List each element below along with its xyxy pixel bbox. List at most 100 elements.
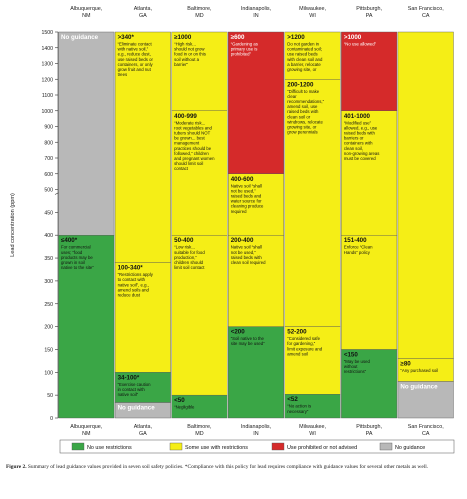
band-note: Native soil “shall <box>231 245 262 250</box>
city-header-bottom: Baltimore,MD <box>187 424 212 437</box>
city-state: NM <box>82 13 91 19</box>
city-state: GA <box>139 431 147 437</box>
band-note: primary use is <box>231 47 258 52</box>
city-state: PA <box>366 13 373 19</box>
band-note: non-growing areas <box>344 151 380 156</box>
band-head: ≤400* <box>61 237 78 244</box>
band-note: amend soil <box>287 351 308 356</box>
city-header-top: Baltimore,MD <box>187 6 212 19</box>
band-note: limit soil contact <box>174 265 205 270</box>
legend-label: Use prohibited or not advised <box>287 445 357 451</box>
band-head: >1000 <box>344 34 362 41</box>
city-state: CA <box>422 431 430 437</box>
city-header-bottom: Indianapolis,IN <box>241 424 272 437</box>
y-tick-label: 100 <box>44 370 53 376</box>
band-note: recommendations,” <box>287 99 324 104</box>
band-note: required <box>231 209 247 214</box>
band-note: be grown... best <box>174 136 205 141</box>
band-note: barriers or <box>344 136 364 141</box>
band-note: without <box>344 364 358 369</box>
band-note: barrier” <box>174 62 188 67</box>
band-some <box>228 173 284 236</box>
band-note: allowed, e.g., use <box>344 125 378 130</box>
band-prohibited <box>341 31 398 111</box>
band-note: “High risk... <box>174 42 196 47</box>
city-column: <50“Negligible 50-400“Low risk...suitable… <box>171 31 228 419</box>
band-note: tubers should NOT <box>174 130 210 135</box>
band-note: “Eliminate contact <box>118 42 153 47</box>
band-head: ≥600 <box>231 34 245 41</box>
band-note: raised beds and <box>231 193 262 198</box>
band-some <box>284 31 341 80</box>
band-note: containers with <box>344 141 373 146</box>
y-tick-label: 50 <box>47 393 53 399</box>
figure-caption: Figure 2. Summary of lead guidance value… <box>6 464 461 470</box>
band-note: amend soil, use <box>287 104 318 109</box>
city-header-top: Pittsburgh,PA <box>356 6 382 19</box>
y-tick-label: 700 <box>44 156 53 162</box>
band-head: 400-600 <box>231 176 254 183</box>
y-axis: 0 50 100 150 200 250 300 350 400 450 500 600 700 800 9… <box>41 30 60 422</box>
band-note: food in or on this <box>174 52 206 57</box>
city-header-top: Indianapolis,IN <box>241 6 272 19</box>
band-none <box>58 234 115 419</box>
band-head: <200 <box>231 329 245 336</box>
band-note: growing site, or <box>287 67 317 72</box>
band-note: restrictions” <box>344 369 367 374</box>
city-name: Albuquerque, <box>70 6 103 12</box>
band-note: site may be used” <box>231 341 265 346</box>
band-note: “Gardening as <box>231 42 258 47</box>
city-state: MD <box>195 431 203 437</box>
band-note: Do not garden in <box>287 42 319 47</box>
band-note: “May be used <box>344 359 371 364</box>
city-state: MD <box>195 13 203 19</box>
band-head: 200-1200 <box>287 81 314 88</box>
band-note: Native soil “shall <box>231 183 262 188</box>
band-note: Hands” policy <box>344 250 371 255</box>
y-tick-label: 150 <box>44 347 53 353</box>
band-note: root vegetables and <box>174 125 212 130</box>
y-tick-label: 1000 <box>41 109 53 115</box>
band-none <box>228 326 284 419</box>
band-some <box>284 79 341 327</box>
city-header-top: Milwaukee,WI <box>299 6 326 19</box>
band-note: clear <box>287 94 297 99</box>
band-some <box>114 31 171 263</box>
city-header-bottom: Pittsburgh,PA <box>356 424 382 437</box>
band-head: 100-340* <box>118 265 144 272</box>
city-name: San Francisco, <box>408 6 444 12</box>
band-head: ≥1000 <box>174 34 192 41</box>
band-head: 52-200 <box>287 329 307 336</box>
band-some <box>228 234 284 327</box>
legend-swatch <box>271 442 285 451</box>
band-head: No guidance <box>61 34 99 41</box>
band-note: products may be <box>61 255 93 260</box>
city-header-bottom: Albuquerque,NM <box>70 424 103 437</box>
band-note: in contact with <box>118 387 146 392</box>
band-some <box>341 110 398 236</box>
band-note: “Modified use” <box>344 120 372 125</box>
y-tick-label: 350 <box>44 256 53 262</box>
legend-swatch <box>379 442 393 451</box>
y-tick-label: 0 <box>50 416 53 422</box>
band-note: grow perennials <box>287 130 317 135</box>
band-note: uses; “food <box>61 250 83 255</box>
city-header-bottom: Atlanta,GA <box>134 424 153 437</box>
y-tick-label: 1100 <box>42 93 53 99</box>
band-head: No guidance <box>118 404 156 411</box>
band-note: suitable for food <box>174 250 205 255</box>
band-note: clean soil required <box>231 260 266 265</box>
city-name: Milwaukee, <box>299 424 326 430</box>
band-note: native to the site” <box>61 265 94 270</box>
band-head: 34-100* <box>118 374 140 381</box>
legend-label: No use restrictions <box>87 445 132 451</box>
band-note: “Moderate risk... <box>174 120 205 125</box>
band-note: containers, or only <box>118 62 154 67</box>
legend-swatch <box>71 442 85 451</box>
band-note: raised beds with <box>344 130 376 135</box>
caption-label: Figure 2. <box>6 464 27 470</box>
band-note: raised beds with <box>231 255 263 260</box>
